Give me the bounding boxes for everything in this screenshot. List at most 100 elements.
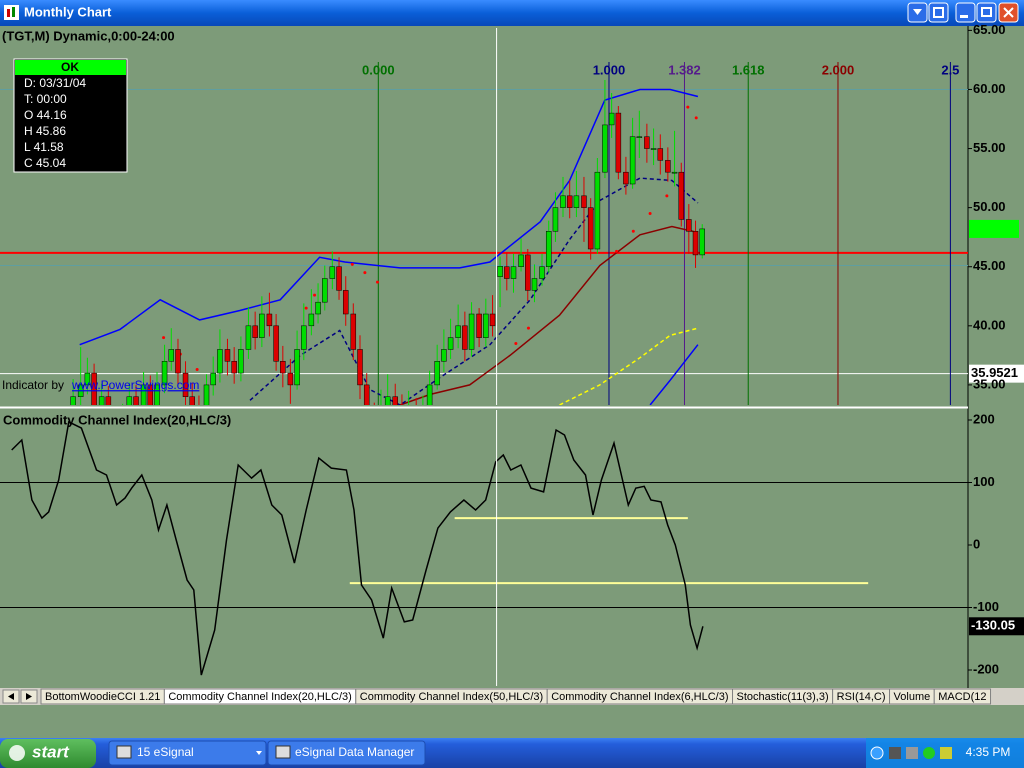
candle-body — [175, 349, 181, 374]
tab-label: Commodity Channel Index(50,HLC/3) — [360, 691, 543, 703]
candle-body — [489, 313, 496, 327]
candle-body — [455, 325, 461, 338]
sar-dot — [631, 229, 635, 233]
candle-body — [147, 384, 154, 405]
candle-body — [615, 112, 622, 173]
candle-body — [462, 325, 468, 350]
y-tick-label: 50.00 — [973, 199, 1006, 214]
sar-dot — [694, 116, 698, 120]
candle-body — [566, 195, 573, 208]
candle-body — [476, 313, 482, 338]
start-label: start — [32, 742, 70, 761]
candle-body — [594, 171, 601, 250]
sar-dot — [648, 212, 652, 216]
minimize-button[interactable] — [955, 2, 976, 23]
minimize-icon — [960, 15, 968, 18]
taskbar-item[interactable] — [267, 740, 426, 766]
y-tick-label: 200 — [973, 411, 995, 426]
arrow-left — [8, 693, 14, 700]
candle-body — [350, 313, 357, 350]
candle-body — [602, 124, 608, 173]
fib-label: 2.5 — [941, 62, 959, 77]
candle-body — [238, 349, 244, 374]
line-series — [559, 327, 699, 405]
restore-button[interactable] — [928, 2, 949, 23]
candle-body — [504, 266, 510, 279]
symbol-label: (TGT,M) Dynamic,0:00-24:00 — [2, 28, 175, 43]
maximize-icon — [981, 7, 992, 17]
y-tick-label: -100 — [973, 599, 999, 614]
arrow-right — [26, 693, 32, 700]
info-status: OK — [61, 60, 79, 74]
candle-body — [322, 278, 328, 303]
candle-body — [217, 349, 223, 374]
candle-body — [560, 195, 566, 208]
candle-body — [308, 313, 315, 327]
maximize-button[interactable] — [976, 2, 997, 23]
last-price-box — [969, 219, 1019, 238]
last-value-label: -130.05 — [971, 618, 1015, 633]
candle-body — [210, 372, 216, 386]
candle-body — [98, 396, 105, 405]
tab[interactable] — [933, 688, 992, 705]
tab-label: Volume — [894, 691, 931, 703]
candle-body — [657, 148, 664, 161]
start-logo — [9, 745, 25, 761]
menu-icon — [913, 9, 922, 15]
candle-body — [91, 372, 97, 405]
candle-body — [84, 372, 91, 386]
start-button[interactable] — [0, 739, 96, 768]
tab-label: BottomWoodieCCI 1.21 — [45, 691, 160, 703]
candle-body — [692, 231, 699, 256]
title-bar — [0, 0, 1024, 26]
candle-body — [644, 136, 650, 149]
candle-body — [266, 313, 273, 327]
line-series — [249, 177, 699, 405]
cci-title: Commodity Channel Index(20,HLC/3) — [3, 412, 231, 427]
candle-body — [154, 384, 160, 405]
candle-body — [587, 207, 594, 250]
candle-body — [552, 207, 559, 232]
info-row: L 41.58 — [24, 140, 64, 154]
candle-body — [252, 325, 258, 338]
candle-body — [70, 396, 76, 405]
candle-body — [126, 396, 133, 405]
candle-body — [384, 396, 391, 405]
last-value-box — [969, 617, 1024, 636]
candle-body — [608, 112, 615, 126]
y-tick-label: -200 — [973, 661, 999, 676]
info-rows: D: 03/31/04 T: 00:00 O 44.16 H 45.86 L 41.58… — [24, 76, 86, 170]
candle-body — [329, 266, 336, 279]
tab-label: MACD(12 — [938, 691, 986, 703]
candle-body — [280, 361, 286, 374]
candle-body — [581, 195, 587, 208]
taskbar-item[interactable] — [108, 740, 267, 766]
candle-body — [699, 228, 705, 256]
candle-body — [441, 349, 447, 362]
sar-dot — [313, 293, 317, 297]
tab-label: Stochastic(11(3),3) — [737, 691, 829, 703]
info-row: O 44.16 — [24, 108, 67, 122]
fib-label: 1.618 — [732, 62, 765, 77]
taskbar-item-label: 15 eSignal — [137, 745, 194, 759]
tray-icon[interactable] — [906, 747, 918, 759]
attribution-link[interactable]: www.PowerSwings.com — [71, 378, 199, 392]
price-plot: 0.000 1.000 1.382 1.618 2.000 2.5 — [0, 62, 968, 405]
candle-body — [245, 325, 252, 350]
window-title: Monthly Chart — [24, 4, 112, 19]
candle-body — [168, 349, 175, 362]
candle-body — [629, 136, 636, 185]
fib-label: 0.000 — [362, 62, 395, 77]
tray-icon[interactable] — [923, 747, 935, 759]
fib-label: 2.000 — [822, 62, 855, 77]
candle-body — [678, 171, 685, 220]
tray-icon[interactable] — [870, 746, 884, 760]
candle-body — [189, 396, 195, 405]
candle-body — [468, 313, 475, 350]
tray-icon[interactable] — [940, 747, 952, 759]
tray-icon[interactable] — [889, 747, 901, 759]
x-axis-strip — [0, 705, 1024, 738]
y-tick-label: 55.00 — [973, 140, 1006, 155]
candle-body — [447, 337, 454, 350]
